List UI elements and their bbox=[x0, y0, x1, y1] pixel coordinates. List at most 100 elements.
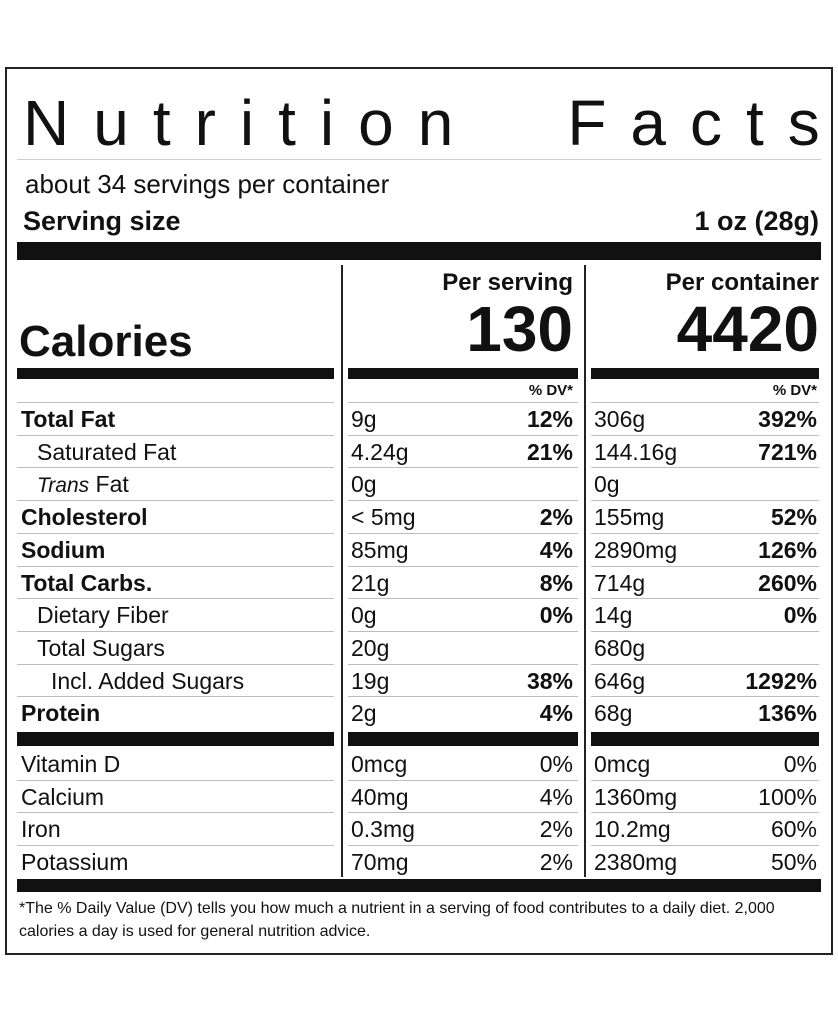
dv-header-serving: % DV* bbox=[528, 382, 573, 399]
row-separator bbox=[591, 598, 819, 600]
nutrient-name: Dietary Fiber bbox=[37, 602, 169, 629]
container-amount: 714g bbox=[594, 569, 646, 596]
container-amount: 0mcg bbox=[594, 751, 651, 777]
row-separator bbox=[17, 467, 334, 469]
nutrient-row: Protein 2g 4% 68g 136% bbox=[7, 697, 831, 730]
dv-header-container: % DV* bbox=[772, 382, 817, 399]
nutrient-name: Trans Fat bbox=[37, 471, 129, 498]
serving-amount: 70mg bbox=[351, 849, 409, 876]
serving-dv: 4% bbox=[539, 783, 573, 810]
serving-dv: 0% bbox=[539, 602, 573, 629]
nutrient-name: Protein bbox=[21, 700, 101, 727]
container-dv: 100% bbox=[758, 783, 817, 810]
serving-amount: 0.3mg bbox=[351, 816, 415, 843]
serving-size-label: Serving size bbox=[23, 206, 181, 236]
row-separator bbox=[591, 565, 819, 567]
per-container-header: Per container bbox=[665, 269, 819, 296]
thick-divider-calories-mid bbox=[348, 368, 578, 379]
nutrient-name: Total Carbs. bbox=[21, 569, 153, 596]
vitamin-row: Vitamin D 0mcg 0% 0mcg 0% bbox=[7, 748, 831, 781]
nutrient-row: Total Carbs. 21g 8% 714g 260% bbox=[7, 567, 831, 600]
serving-amount: < 5mg bbox=[351, 504, 416, 531]
nutrient-row: Total Sugars 20g 680g bbox=[7, 632, 831, 665]
nutrient-row: Total Fat 9g 12% 306g 392% bbox=[7, 403, 831, 436]
calories-per-serving: 130 bbox=[466, 293, 573, 365]
serving-dv: 8% bbox=[539, 569, 573, 596]
container-amount: 680g bbox=[594, 634, 646, 661]
thick-divider-top bbox=[17, 242, 821, 260]
title-word-facts: Facts bbox=[567, 87, 838, 159]
nutrient-name-italic: Trans bbox=[37, 474, 90, 498]
thick-divider-bottom bbox=[17, 879, 821, 892]
nutrient-name: Calcium bbox=[21, 783, 105, 810]
serving-amount: 9g bbox=[351, 406, 377, 432]
nutrient-name: Incl. Added Sugars bbox=[51, 667, 245, 694]
nutrient-name: Iron bbox=[21, 816, 61, 843]
row-separator bbox=[17, 598, 334, 600]
container-amount: 1360mg bbox=[594, 783, 678, 810]
serving-dv: 4% bbox=[539, 700, 573, 727]
row-separator bbox=[348, 565, 578, 567]
row-separator bbox=[17, 812, 334, 814]
row-separator bbox=[348, 696, 578, 698]
serving-size-value: 1 oz (28g) bbox=[694, 206, 819, 236]
container-dv: 126% bbox=[758, 536, 817, 563]
vitamin-row: Potassium 70mg 2% 2380mg 50% bbox=[7, 846, 831, 879]
serving-amount: 0g bbox=[351, 602, 377, 629]
serving-amount: 20g bbox=[351, 634, 390, 661]
container-dv: 52% bbox=[770, 504, 817, 531]
serving-amount: 40mg bbox=[351, 783, 409, 810]
serving-amount: 2g bbox=[351, 700, 377, 727]
row-separator bbox=[591, 663, 819, 665]
nutrient-name: Cholesterol bbox=[21, 504, 148, 531]
row-separator bbox=[17, 434, 334, 436]
serving-dv: 21% bbox=[526, 438, 573, 465]
nutrient-row: Incl. Added Sugars 19g 38% 646g 1292% bbox=[7, 665, 831, 698]
container-dv: 1292% bbox=[745, 667, 817, 694]
nutrient-row: Trans Fat 0g 0g bbox=[7, 468, 831, 501]
container-amount: 14g bbox=[594, 602, 633, 629]
container-amount: 68g bbox=[594, 700, 633, 727]
row-separator bbox=[348, 812, 578, 814]
nutrient-name: Potassium bbox=[21, 849, 129, 876]
column-divider-2 bbox=[584, 265, 586, 877]
row-separator bbox=[348, 532, 578, 534]
row-separator bbox=[17, 532, 334, 534]
row-separator bbox=[591, 532, 819, 534]
row-separator bbox=[17, 500, 334, 502]
container-dv: 136% bbox=[758, 700, 817, 727]
row-separator bbox=[17, 663, 334, 665]
serving-amount: 85mg bbox=[351, 536, 409, 563]
vitamin-row: Calcium 40mg 4% 1360mg 100% bbox=[7, 781, 831, 814]
per-serving-header: Per serving bbox=[442, 269, 573, 296]
thick-divider-calories-right bbox=[591, 368, 819, 379]
nutrient-name: Total Sugars bbox=[37, 634, 165, 661]
row-separator bbox=[348, 402, 578, 403]
title-divider bbox=[17, 159, 821, 160]
row-separator bbox=[591, 812, 819, 814]
nutrient-row: Dietary Fiber 0g 0% 14g 0% bbox=[7, 599, 831, 632]
nutrient-row: Saturated Fat 4.24g 21% 144.16g 721% bbox=[7, 436, 831, 469]
vitamin-row: Iron 0.3mg 2% 10.2mg 60% bbox=[7, 813, 831, 846]
row-separator bbox=[17, 845, 334, 847]
container-dv: 50% bbox=[770, 849, 817, 876]
serving-amount: 0mcg bbox=[351, 751, 408, 777]
row-separator bbox=[348, 779, 578, 781]
thick-divider-vitamins-right bbox=[591, 732, 819, 746]
serving-dv: 4% bbox=[539, 536, 573, 563]
container-dv: 0% bbox=[783, 751, 817, 777]
nutrient-row: Cholesterol < 5mg 2% 155mg 52% bbox=[7, 501, 831, 534]
nutrient-name: Saturated Fat bbox=[37, 438, 177, 465]
container-dv: 60% bbox=[770, 816, 817, 843]
container-amount: 10.2mg bbox=[594, 816, 671, 843]
serving-dv: 38% bbox=[526, 667, 573, 694]
row-separator bbox=[591, 630, 819, 632]
row-separator bbox=[17, 565, 334, 567]
row-separator bbox=[591, 402, 819, 403]
serving-amount: 4.24g bbox=[351, 438, 409, 465]
row-separator bbox=[348, 500, 578, 502]
row-separator bbox=[591, 696, 819, 698]
footnote: *The % Daily Value (DV) tells you how mu… bbox=[19, 900, 775, 940]
row-separator bbox=[17, 696, 334, 698]
servings-per-container: about 34 servings per container bbox=[25, 169, 390, 199]
